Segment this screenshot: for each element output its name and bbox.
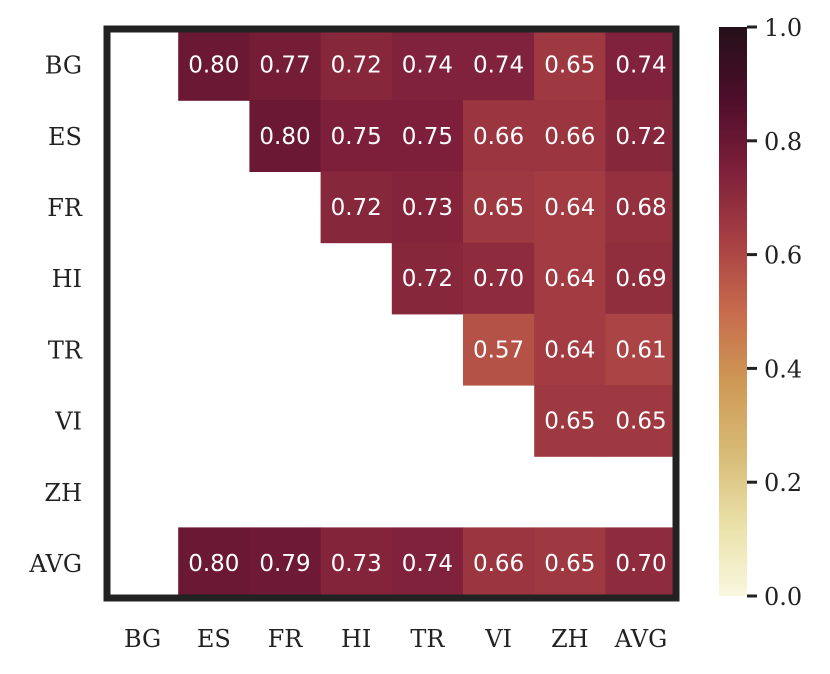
cell-value-label: 0.72 [331,53,382,79]
cell-value-label: 0.77 [259,53,310,79]
heatmap-cells [178,29,678,600]
x-tick-labels: BG ES FR HI TR VI ZH AVG [124,625,667,653]
heatmap-cell-AVG-AVG [605,527,678,600]
cell-value-label: 0.57 [473,337,524,363]
heatmap-cell-VI-ZH [534,385,606,457]
y-tick-label: ZH [44,479,82,507]
heatmap-cell-AVG-TR [391,527,464,600]
heatmap-cell-FR-VI [463,171,535,244]
y-tick-label: AVG [28,550,82,578]
x-tick-label: HI [341,625,371,653]
heatmap-cell-BG-TR [391,29,464,101]
cell-value-label: 0.73 [331,551,382,577]
cell-value-label: 0.65 [473,195,524,221]
y-tick-label: FR [47,194,83,222]
cell-value-label: 0.64 [544,266,595,292]
heatmap-cell-BG-HI [320,29,393,101]
cell-value-label: 0.70 [615,551,666,577]
cell-value-label: 0.68 [615,195,666,221]
colorbar-tick-label: 0.0 [764,583,802,611]
heatmap-cell-AVG-ZH [534,527,606,600]
cell-value-label: 0.80 [188,551,239,577]
heatmap-cell-FR-TR [391,171,464,244]
cell-value-label: 0.74 [473,53,524,79]
cell-value-label: 0.73 [402,195,453,221]
colorbar [719,27,747,596]
heatmap-cell-VI-AVG [605,385,678,457]
cell-value-label: 0.75 [402,124,453,150]
heatmap-cell-FR-HI [320,171,393,244]
cell-value-label: 0.66 [473,551,524,577]
cell-value-label: 0.66 [473,124,524,150]
heatmap-cell-TR-ZH [534,313,606,386]
y-tick-label: ES [48,123,82,151]
heatmap-cell-FR-ZH [534,171,606,244]
heatmap-cell-BG-VI [463,29,535,101]
heatmap-cell-AVG-FR [249,527,322,600]
cell-value-label: 0.70 [473,266,524,292]
x-tick-label: VI [484,625,512,653]
x-tick-label: TR [410,625,445,653]
cell-value-label: 0.61 [615,337,666,363]
cell-value-label: 0.72 [331,195,382,221]
x-tick-label: BG [124,625,161,653]
cell-value-label: 0.66 [544,124,595,150]
colorbar-tick-label: 0.2 [764,469,802,497]
colorbar-tick-label: 0.6 [764,242,802,270]
heatmap-cell-ES-TR [391,100,464,172]
heatmap-cell-HI-VI [463,242,535,315]
cell-value-labels: 0.80 0.77 0.72 0.74 0.74 0.65 0.74 0.80 0.75 0.75… [188,53,666,577]
cell-value-label: 0.65 [544,551,595,577]
cell-value-label: 0.74 [402,551,453,577]
y-tick-labels: BG ES FR HI TR VI ZH AVG [28,52,83,578]
heatmap-cell-FR-AVG [605,171,678,244]
heatmap-cell-TR-AVG [605,313,678,386]
heatmap-cell-ES-VI [463,100,535,172]
cell-value-label: 0.80 [188,53,239,79]
heatmap-cell-TR-VI [463,313,535,386]
heatmap-cell-ES-FR [249,100,322,172]
x-tick-label: ZH [551,625,589,653]
heatmap-cell-HI-AVG [605,242,678,315]
cell-value-label: 0.79 [259,551,310,577]
y-tick-label: TR [48,336,83,364]
y-tick-label: BG [45,52,82,80]
heatmap-cell-BG-ES [178,29,250,101]
cell-value-label: 0.65 [544,53,595,79]
heatmap-cell-ES-HI [320,100,393,172]
heatmap-cell-HI-TR [391,242,464,315]
cell-value-label: 0.64 [544,337,595,363]
cell-value-label: 0.65 [615,409,666,435]
cell-value-label: 0.80 [259,124,310,150]
cell-value-label: 0.69 [615,266,666,292]
colorbar-tick-label: 0.8 [764,128,802,156]
heatmap-cell-AVG-VI [463,527,535,600]
heatmap-cell-ES-ZH [534,100,606,172]
heatmap-cell-HI-ZH [534,242,606,315]
cell-value-label: 0.74 [402,53,453,79]
heatmap-cell-AVG-ES [178,527,250,600]
x-tick-label: ES [197,625,231,653]
cell-value-label: 0.64 [544,195,595,221]
plot-frame [103,25,680,602]
heatmap-cell-BG-ZH [534,29,606,101]
x-tick-label: FR [268,625,304,653]
cell-value-label: 0.72 [615,124,666,150]
heatmap-cell-BG-AVG [605,29,678,101]
cell-value-label: 0.65 [544,409,595,435]
cell-value-label: 0.72 [402,266,453,292]
heatmap-cell-AVG-HI [320,527,393,600]
cell-value-label: 0.75 [331,124,382,150]
heatmap-cell-BG-FR [249,29,322,101]
colorbar-ticks: 0.0 0.2 0.4 0.6 0.8 1.0 [747,14,802,611]
y-tick-label: HI [52,265,82,293]
y-tick-label: VI [54,408,82,436]
heatmap-cell-ES-AVG [605,100,678,172]
colorbar-tick-label: 1.0 [764,14,802,42]
x-tick-label: AVG [614,625,668,653]
colorbar-tick-label: 0.4 [764,355,802,383]
cell-value-label: 0.74 [615,53,666,79]
